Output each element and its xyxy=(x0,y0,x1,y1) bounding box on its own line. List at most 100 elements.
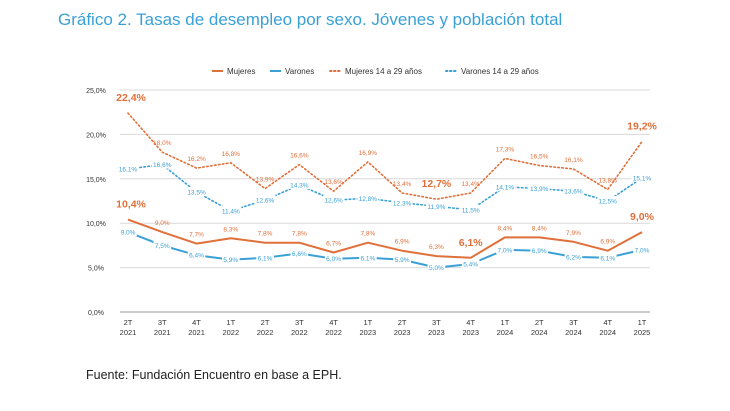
data-label: 16,8% xyxy=(222,151,241,158)
data-label: 18,0% xyxy=(153,140,172,147)
legend-label-2: Varones xyxy=(285,67,314,76)
data-label-bg xyxy=(461,259,480,269)
data-label: 5,0% xyxy=(429,265,444,272)
data-label: 12,7% xyxy=(422,178,452,190)
data-label: 13,9% xyxy=(256,177,275,184)
x-tick-label-year: 2022 xyxy=(257,328,274,337)
data-label: 13,4% xyxy=(461,181,480,188)
data-label: 5,9% xyxy=(395,257,410,264)
data-label: 12,8% xyxy=(359,196,378,203)
data-label: 12,5% xyxy=(599,199,618,206)
data-label: 6,3% xyxy=(429,244,444,251)
series-line-2 xyxy=(127,231,643,269)
x-tick-label-quarter: 4T xyxy=(329,318,338,327)
x-tick-label-year: 2023 xyxy=(462,328,479,337)
x-tick-label-quarter: 4T xyxy=(603,318,612,327)
x-tick-label-year: 2023 xyxy=(428,328,445,337)
data-label: 16,5% xyxy=(530,153,549,160)
data-label-bg xyxy=(357,193,379,203)
data-label-bg xyxy=(153,240,172,250)
gridlines xyxy=(120,89,650,313)
data-label-bg xyxy=(393,254,411,264)
source-note: Fuente: Fundación Encuentro en base a EP… xyxy=(86,368,342,382)
x-tick-label-quarter: 2T xyxy=(535,318,544,327)
x-tick-label-year: 2024 xyxy=(599,328,616,337)
x-tick-label-year: 2023 xyxy=(360,328,377,337)
x-tick-label-quarter: 4T xyxy=(192,318,201,327)
series-line-1 xyxy=(127,218,643,259)
data-label-bg xyxy=(528,183,550,193)
data-label: 12,6% xyxy=(324,198,343,205)
data-label: 6,4% xyxy=(189,253,204,260)
data-label: 14,1% xyxy=(496,184,515,191)
x-tick-label-year: 2024 xyxy=(497,328,514,337)
data-label: 6,9% xyxy=(532,248,547,255)
data-label-bg xyxy=(427,262,446,272)
data-label-bg xyxy=(562,186,584,196)
data-label: 8,4% xyxy=(532,225,547,232)
data-label: 13,6% xyxy=(564,189,583,196)
data-label: 5,9% xyxy=(223,257,238,264)
data-label-bg xyxy=(598,252,617,262)
data-label-bg xyxy=(254,195,276,205)
legend-label-3: Mujeres 14 a 29 años xyxy=(345,67,422,76)
data-label: 16,1% xyxy=(119,167,138,174)
x-tick-label-year: 2022 xyxy=(222,328,239,337)
data-label: 7,5% xyxy=(155,243,170,250)
data-label: 13,9% xyxy=(530,186,549,193)
data-label: 13,8% xyxy=(599,177,618,184)
x-tick-label-year: 2023 xyxy=(394,328,411,337)
data-labels: 10,4% 9,0% 7,7% 8,3% 7,8% 7,8% 6,7% 7,8% 6,9% 6,3… xyxy=(116,92,657,272)
data-label: 16,9% xyxy=(359,150,378,157)
legend: Mujeres Varones Mujeres 14 a 29 años Varone… xyxy=(212,67,539,76)
data-label: 7,8% xyxy=(258,231,273,238)
data-label: 6,6% xyxy=(292,251,307,258)
y-tick-label: 25,0% xyxy=(86,88,106,95)
data-label: 10,4% xyxy=(116,199,146,211)
data-label: 6,1% xyxy=(600,255,615,262)
data-label: 12,3% xyxy=(393,200,412,207)
data-label-bg xyxy=(496,244,514,254)
data-label-bg xyxy=(290,248,309,258)
data-label-bg xyxy=(494,181,516,191)
y-tick-label: 5,0% xyxy=(88,266,104,273)
data-label-bg xyxy=(460,204,482,214)
data-label: 6,0% xyxy=(326,256,341,263)
x-tick-label-quarter: 4T xyxy=(466,318,475,327)
data-label-bg xyxy=(359,252,377,262)
data-label: 8,3% xyxy=(223,226,238,233)
x-tick-label-quarter: 1T xyxy=(226,318,235,327)
data-label: 12,6% xyxy=(256,198,275,205)
data-label: 8,4% xyxy=(498,225,513,232)
data-label-bg xyxy=(151,159,173,169)
data-label: 9,0% xyxy=(630,211,655,223)
data-label-bg xyxy=(323,195,345,205)
data-label: 6,1% xyxy=(258,255,273,262)
data-label: 22,4% xyxy=(116,92,146,104)
data-label: 13,4% xyxy=(393,181,412,188)
data-label: 13,6% xyxy=(324,179,343,186)
data-label: 6,1% xyxy=(459,237,484,249)
data-label-bg xyxy=(187,250,206,260)
data-label-bg xyxy=(391,197,413,207)
y-tick-label: 20,0% xyxy=(86,132,106,139)
data-label-bg xyxy=(633,244,651,254)
data-label-bg xyxy=(117,164,139,174)
data-label-bg xyxy=(256,252,274,262)
x-tick-label-quarter: 3T xyxy=(432,318,441,327)
x-tick-label-quarter: 3T xyxy=(158,318,167,327)
y-axis: 0,0% 5,0% 10,0% 15,0% 20,0% 25,0% xyxy=(86,88,106,317)
series-lines xyxy=(127,112,643,269)
data-label: 13,5% xyxy=(187,190,206,197)
data-label: 16,1% xyxy=(564,157,583,164)
x-tick-label-quarter: 1T xyxy=(501,318,510,327)
data-label: 7,0% xyxy=(498,247,513,254)
x-tick-label-year: 2024 xyxy=(565,328,582,337)
x-tick-label-quarter: 2T xyxy=(398,318,407,327)
data-label: 14,3% xyxy=(290,183,309,190)
data-label: 5,4% xyxy=(463,262,478,269)
x-tick-label-year: 2021 xyxy=(188,328,205,337)
x-tick-label-year: 2022 xyxy=(325,328,342,337)
data-label: 6,7% xyxy=(326,241,341,248)
